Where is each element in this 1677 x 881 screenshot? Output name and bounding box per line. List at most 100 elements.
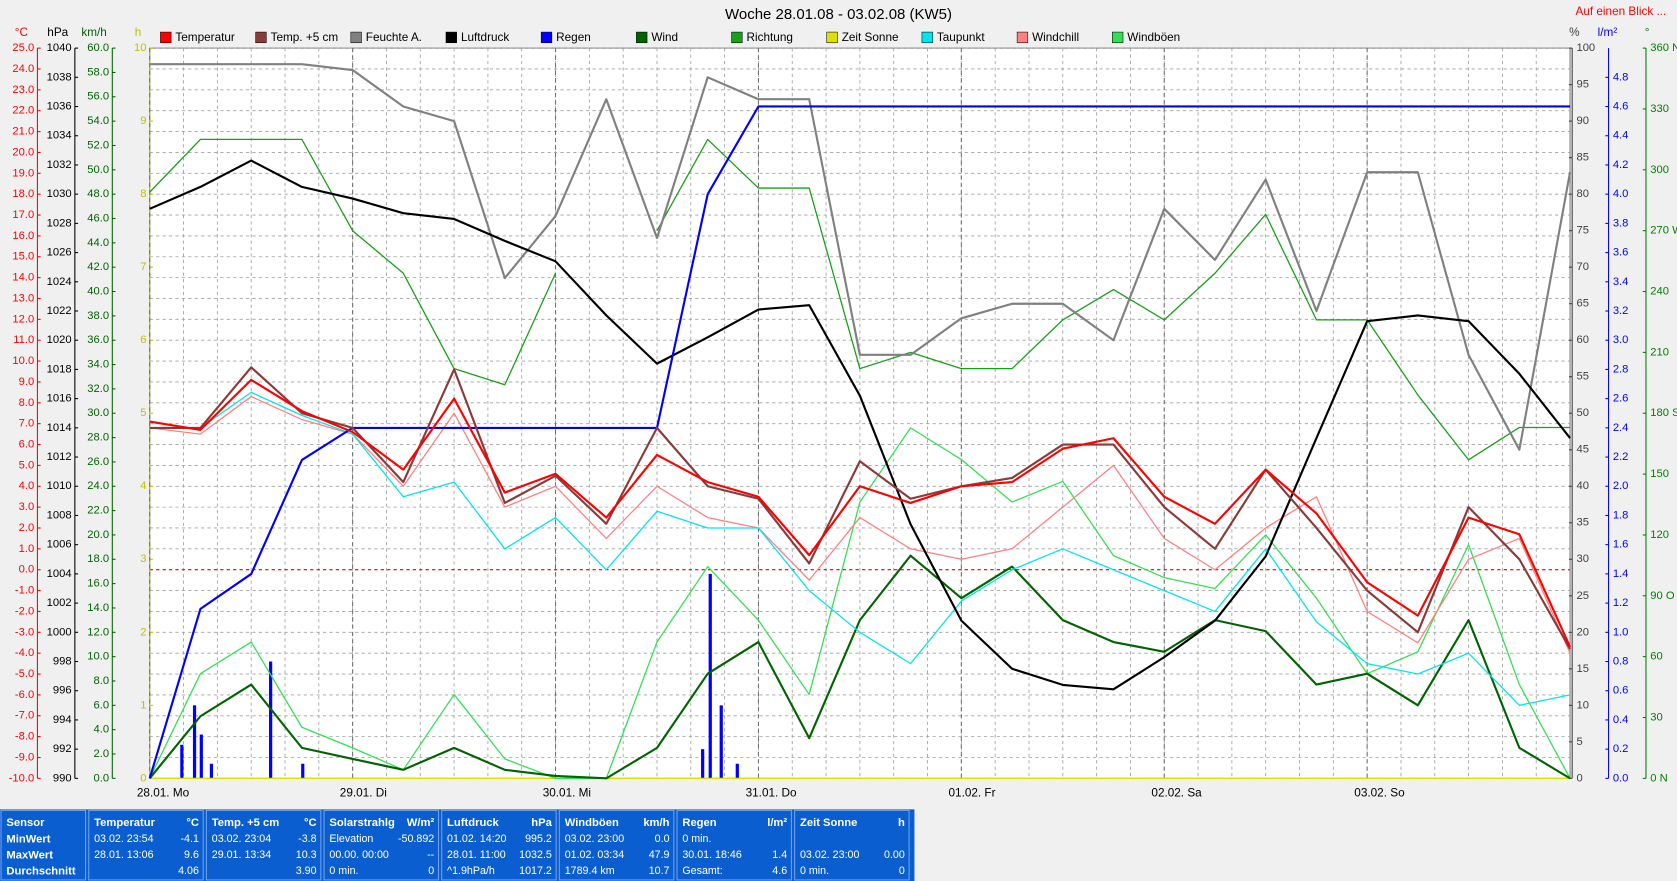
table-text: 0 min. [800,865,829,877]
y-tick-label: 58.0 [87,66,109,78]
y-tick-label: 1006 [47,539,72,551]
y-tick-label: 1.8 [1613,509,1629,521]
table-row-label: MaxWert [6,849,53,861]
y-tick-label: 1032 [47,159,72,171]
y-tick-label: 1016 [47,393,72,405]
axis-unit: % [1569,26,1580,39]
table-header: Windböen [565,817,619,829]
y-tick-label: 10.0 [87,651,109,663]
y-tick-label: 52.0 [87,139,109,151]
y-tick-label: 24.0 [12,63,34,75]
legend-swatch [921,31,933,44]
y-tick-label: 90 [1576,115,1588,127]
table-text: 28.01. 13:06 [94,849,153,861]
y-tick-label: 1022 [47,305,72,317]
table-header: Temperatur [94,817,156,829]
table-value: 9.6 [184,849,199,861]
y-tick-label: 2.0 [93,748,109,760]
y-tick-label: 1018 [47,363,72,375]
y-tick-label: 48.0 [87,188,109,200]
y-tick-label: 994 [53,714,72,726]
y-tick-label: 80 [1576,188,1588,200]
legend-swatch [160,31,172,44]
y-tick-label: 4.4 [1613,130,1629,142]
rain-bar [735,763,739,779]
y-tick-label: 3.8 [1613,217,1629,229]
y-tick-label: 0.6 [1613,685,1629,697]
y-tick-label: 60 [1650,651,1662,663]
y-tick-label: 11.0 [13,334,34,346]
legend-label: Regen [556,31,591,44]
x-tick-label: 03.02. So [1354,786,1405,799]
y-tick-label: 85 [1576,152,1588,164]
y-tick-label: 20.0 [87,529,109,541]
table-row-label: Sensor [6,817,45,829]
y-tick-label: 18.0 [87,553,109,565]
x-tick-label: 02.02. Sa [1151,786,1202,799]
y-tick-label: 8 [140,188,146,200]
rain-bar [701,749,705,779]
y-tick-label: -3.0 [15,626,34,638]
overview-link[interactable]: Auf einen Blick ... [1575,5,1666,18]
series-line [149,366,1571,650]
legend-label: Luftdruck [461,31,509,44]
y-tick-label: 330 [1650,103,1669,115]
y-tick-label: 150 [1650,468,1669,480]
y-tick-label: 4.2 [1613,159,1629,171]
y-tick-label: 1.0 [19,543,35,555]
y-tick-label: 21.0 [12,126,34,138]
y-tick-label: -7.0 [15,710,34,722]
table-header: Regen [682,817,716,829]
table-value: 995.2 [525,833,552,845]
table-unit: °C [304,817,317,829]
table-header: Solarstrahlg [329,817,395,829]
y-tick-label: 1034 [47,130,72,142]
y-tick-label: 4.0 [19,480,35,492]
table-row-label: Durchschnitt [6,865,75,877]
y-tick-label: 1020 [47,334,72,346]
table-label-cell [0,809,87,881]
y-tick-label: 180 S [1650,407,1677,419]
y-tick-label: 2 [140,626,146,638]
table-value: 47.9 [649,849,670,861]
y-tick-label: 5 [140,407,146,419]
y-tick-label: 0.0 [93,772,109,784]
legend-label: Windchill [1032,31,1079,44]
y-tick-label: 1000 [47,626,72,638]
y-tick-label: 20 [1576,626,1588,638]
y-tick-label: 7 [140,261,146,273]
y-tick-label: 1.6 [1613,539,1629,551]
y-tick-label: 0 N [1650,772,1667,784]
axis-unit: h [135,26,142,39]
y-tick-label: 19.0 [12,167,34,179]
legend-label: Richtung [747,31,793,44]
table-unit: W/m² [407,817,435,829]
y-tick-label: 42.0 [87,261,109,273]
table-value: -50.892 [398,833,434,845]
series-line [149,427,1571,780]
y-tick-label: 13.0 [12,292,34,304]
y-tick-label: 270 W [1650,225,1677,237]
rain-bar [192,705,197,779]
y-tick-label: 2.4 [1613,422,1629,434]
legend-label: Zeit Sonne [842,31,899,44]
table-value: 4.6 [772,865,787,877]
y-tick-label: 35 [1576,517,1588,529]
table-value: 1032.5 [519,849,552,861]
y-tick-label: 12.0 [87,626,109,638]
table-text: 0 min. [682,833,711,845]
y-tick-label: 8.0 [19,397,35,409]
table-text: Gesamt: [682,865,722,877]
axis-unit: hPa [47,26,68,39]
legend-swatch [731,31,743,44]
y-tick-label: 16.0 [12,230,34,242]
table-cell [794,809,910,881]
table-background [0,809,915,881]
x-tick-label: 01.02. Fr [949,786,996,799]
rain-bar [708,573,712,779]
y-tick-label: 9.0 [19,376,35,388]
x-tick-label: 29.01. Di [340,786,387,799]
y-tick-label: 0.2 [1613,743,1629,755]
rain-bar [719,705,723,779]
y-tick-label: 36.0 [87,334,109,346]
